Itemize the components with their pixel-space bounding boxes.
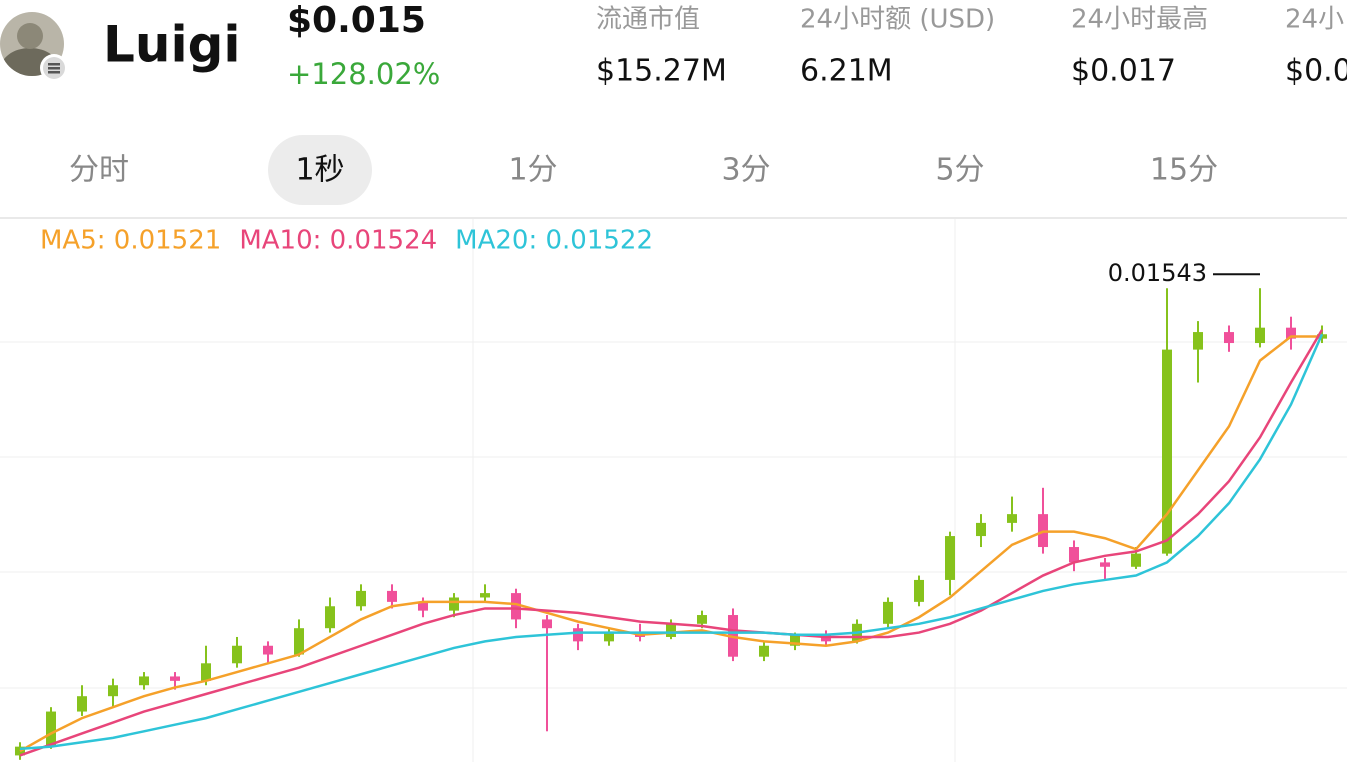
avatar[interactable] [0,12,68,92]
candle-body [46,711,56,747]
candle-body [77,696,87,712]
tab[interactable]: 15分 [1150,153,1218,188]
price-change: +128.02% [287,57,440,91]
candle-body [1286,327,1296,339]
tab-highlight [268,135,372,205]
candle-body [387,590,397,602]
candle-body [604,632,614,642]
stat-label: 24小时额 (USD) [800,5,995,35]
candle-body [1007,514,1017,523]
candle-body [697,615,707,624]
candle-body [325,606,335,629]
candle-body [1193,332,1203,350]
candle-body [1162,349,1172,554]
candle-body [294,628,304,655]
candle-body [108,685,118,697]
tab[interactable]: 3分 [721,153,770,188]
candle-body [449,597,459,611]
candle-body [511,593,521,620]
token-name: Luigi [103,16,241,74]
tab[interactable]: 1秒 [295,153,344,188]
candle-body [480,593,490,598]
candle-body [1131,553,1141,567]
ma-legend: MA20: 0.01522 [455,226,653,256]
price: $0.015 [287,0,426,41]
candle-body [914,579,924,602]
candle-body [542,619,552,629]
stat-label: 24小 [1285,5,1344,35]
ma-line [19,335,1322,753]
candle-body [883,601,893,624]
ma-legend: MA5: 0.01521 [40,226,221,256]
candle-body [139,676,149,686]
candle-body [1069,547,1079,563]
tab[interactable]: 分时 [69,153,129,188]
candle-body [573,628,583,642]
stat-value: $15.27M [596,54,727,89]
candle-body [666,623,676,637]
candle-body [759,645,769,657]
stat-value: $0.017 [1071,54,1176,89]
candle-body [1100,562,1110,567]
stat-value: 6.21M [800,54,893,89]
candle-body [790,634,800,646]
candle-body [232,645,242,664]
tab[interactable]: 5分 [935,153,984,188]
stat-label: 流通市值 [596,5,700,35]
candle-body [170,676,180,681]
candle-body [945,536,955,580]
ma-line [19,329,1324,757]
candle-body [418,601,428,611]
candle-body [356,590,366,607]
tab[interactable]: 1分 [508,153,557,188]
ma-line [19,333,1324,751]
stat-label: 24小时最高 [1071,5,1208,35]
ma-legend: MA10: 0.01524 [239,226,437,256]
candle-body [263,645,273,655]
candle-body [1224,332,1234,344]
high-label: 0.01543 [1108,259,1207,287]
candle-body [1255,327,1265,344]
candle-body [201,663,211,681]
candle-body [976,522,986,537]
stat-value: $0.0 [1285,54,1347,89]
chart: MA5: 0.01521 MA10: 0.01524 MA20: 0.01522 0.… [0,219,1347,762]
